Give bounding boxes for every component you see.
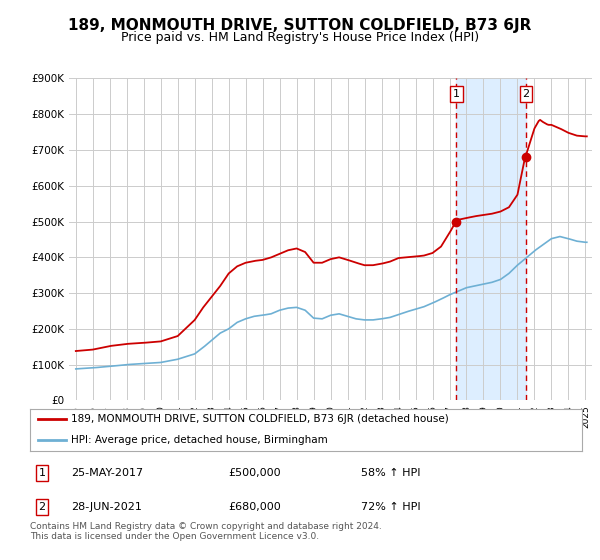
Text: £500,000: £500,000	[229, 468, 281, 478]
Text: 2: 2	[523, 89, 530, 99]
Text: 189, MONMOUTH DRIVE, SUTTON COLDFIELD, B73 6JR: 189, MONMOUTH DRIVE, SUTTON COLDFIELD, B…	[68, 18, 532, 33]
Text: 1: 1	[453, 89, 460, 99]
Text: £680,000: £680,000	[229, 502, 281, 512]
Text: Price paid vs. HM Land Registry's House Price Index (HPI): Price paid vs. HM Land Registry's House …	[121, 31, 479, 44]
Text: 2: 2	[38, 502, 46, 512]
Text: Contains HM Land Registry data © Crown copyright and database right 2024.
This d: Contains HM Land Registry data © Crown c…	[30, 522, 382, 542]
Text: HPI: Average price, detached house, Birmingham: HPI: Average price, detached house, Birm…	[71, 435, 328, 445]
Text: 58% ↑ HPI: 58% ↑ HPI	[361, 468, 421, 478]
Text: 25-MAY-2017: 25-MAY-2017	[71, 468, 143, 478]
Bar	[457, 78, 526, 400]
Text: 28-JUN-2021: 28-JUN-2021	[71, 502, 142, 512]
Text: 1: 1	[38, 468, 46, 478]
Text: 189, MONMOUTH DRIVE, SUTTON COLDFIELD, B73 6JR (detached house): 189, MONMOUTH DRIVE, SUTTON COLDFIELD, B…	[71, 414, 449, 424]
Text: 72% ↑ HPI: 72% ↑ HPI	[361, 502, 421, 512]
